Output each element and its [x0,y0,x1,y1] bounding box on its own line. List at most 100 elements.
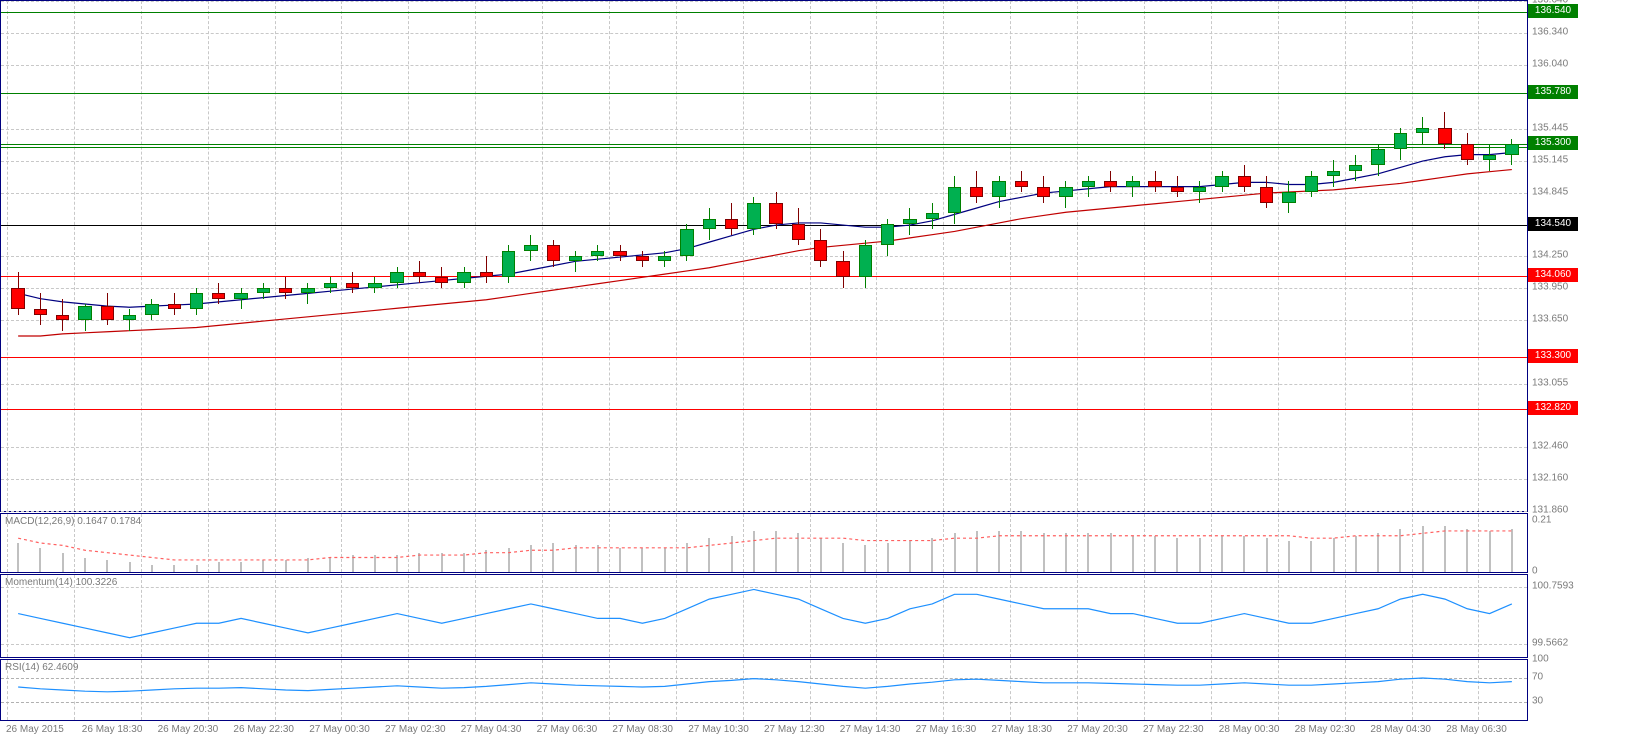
xaxis-label: 27 May 06:30 [537,724,598,735]
candle[interactable] [1416,128,1429,133]
xaxis-label: 27 May 14:30 [840,724,901,735]
candle[interactable] [636,256,649,261]
price-level-label: 132.820 [1528,401,1578,415]
candle[interactable] [992,181,1005,197]
candle[interactable] [792,224,805,240]
candle[interactable] [1349,165,1362,170]
price-level-label: 135.780 [1528,85,1578,99]
price-ytick: 135.145 [1532,154,1568,165]
candle[interactable] [1082,181,1095,186]
candle[interactable] [836,261,849,277]
candle[interactable] [145,304,158,315]
candle[interactable] [346,283,359,288]
candle[interactable] [881,224,894,245]
candle[interactable] [658,256,671,261]
xaxis-label: 27 May 04:30 [461,724,522,735]
candle[interactable] [212,293,225,298]
price-ytick: 132.460 [1532,440,1568,451]
xaxis-label: 27 May 18:30 [991,724,1052,735]
price-level-label: 133.300 [1528,349,1578,363]
candle[interactable] [1171,187,1184,192]
candle[interactable] [435,277,448,282]
candle[interactable] [948,187,961,214]
candle[interactable] [1059,187,1072,198]
candle[interactable] [703,219,716,230]
candle[interactable] [301,288,314,293]
candle[interactable] [1505,144,1518,155]
candle[interactable] [1148,181,1161,186]
momentum-panel[interactable]: Momentum(14) 100.3226 [0,574,1528,658]
candle[interactable] [903,219,916,224]
candle[interactable] [78,306,91,320]
candle[interactable] [1104,181,1117,186]
price-level-label: 135.300 [1528,136,1578,150]
candle[interactable] [591,251,604,256]
candle[interactable] [413,272,426,277]
candle[interactable] [547,245,560,261]
candle[interactable] [613,251,626,256]
candle[interactable] [859,245,872,277]
candle[interactable] [390,272,403,283]
candle[interactable] [234,293,247,298]
xaxis-label: 27 May 00:30 [309,724,370,735]
candle[interactable] [11,288,24,309]
candle[interactable] [368,283,381,288]
candle[interactable] [123,315,136,320]
candle[interactable] [1260,187,1273,203]
xaxis-label: 27 May 16:30 [916,724,977,735]
momentum-label: Momentum(14) 100.3226 [5,577,117,588]
price-ytick: 135.445 [1532,122,1568,133]
candle[interactable] [1193,187,1206,192]
rsi-panel[interactable]: RSI(14) 62.4609 [0,659,1528,721]
candle[interactable] [1282,192,1295,203]
candle[interactable] [279,288,292,293]
candle[interactable] [168,304,181,309]
candle[interactable] [480,272,493,277]
xaxis-label: 27 May 20:30 [1067,724,1128,735]
candle[interactable] [101,306,114,320]
candle[interactable] [1483,155,1496,160]
candle[interactable] [680,229,693,256]
xaxis-label: 26 May 18:30 [82,724,143,735]
xaxis-label: 28 May 06:30 [1446,724,1507,735]
time-xaxis: 26 May 201526 May 18:3026 May 20:3026 Ma… [0,722,1528,747]
macd-panel[interactable]: MACD(12,26,9) 0.1647 0.1784 [0,513,1528,573]
candle[interactable] [970,187,983,198]
candle[interactable] [190,293,203,309]
candle[interactable] [56,315,69,320]
candle[interactable] [1215,176,1228,187]
candle[interactable] [34,309,47,314]
candle[interactable] [524,245,537,250]
candle[interactable] [1305,176,1318,192]
candle[interactable] [1371,149,1384,165]
rsi-label: RSI(14) 62.4609 [5,662,78,673]
candle[interactable] [1238,176,1251,187]
candle[interactable] [1126,181,1139,186]
rsi-yaxis: 3070100 [1528,659,1636,721]
candle[interactable] [324,283,337,288]
candle[interactable] [926,213,939,218]
candle[interactable] [1327,171,1340,176]
price-ytick: 134.250 [1532,250,1568,261]
xaxis-label: 27 May 22:30 [1143,724,1204,735]
candle[interactable] [1015,181,1028,186]
xaxis-label: 27 May 02:30 [385,724,446,735]
candle[interactable] [1037,187,1050,198]
price-yaxis: 131.860132.160132.460133.055133.650133.9… [1528,0,1636,512]
price-ytick: 133.650 [1532,314,1568,325]
candle[interactable] [1461,144,1474,160]
xaxis-label: 27 May 10:30 [688,724,749,735]
candle[interactable] [814,240,827,261]
candle[interactable] [1438,128,1451,144]
candle[interactable] [257,288,270,293]
candle[interactable] [769,203,782,224]
candle[interactable] [502,251,515,278]
candle[interactable] [1394,133,1407,149]
momentum-yaxis: 99.5662100.7593 [1528,574,1636,658]
price-chart-panel[interactable] [0,0,1528,512]
macd-label: MACD(12,26,9) 0.1647 0.1784 [5,516,141,527]
candle[interactable] [457,272,470,283]
candle[interactable] [569,256,582,261]
candle[interactable] [725,219,738,230]
candle[interactable] [747,203,760,230]
